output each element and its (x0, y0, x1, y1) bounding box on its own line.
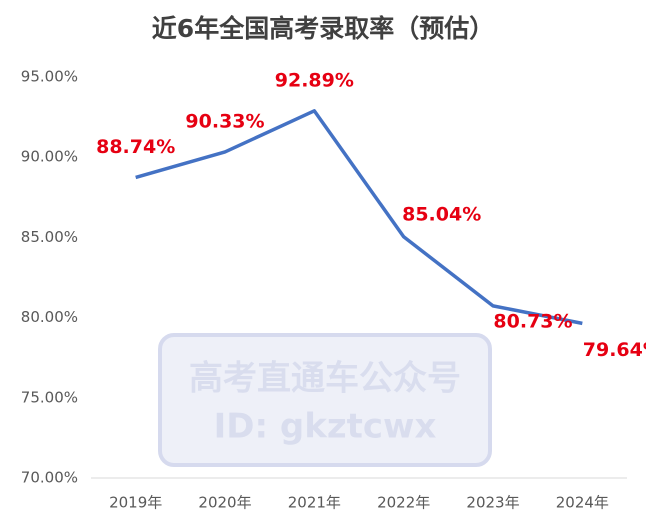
y-tick-label: 95.00% (21, 68, 78, 86)
chart-title: 近6年全国高考录取率（预估） (152, 14, 494, 43)
x-tick-label: 2024年 (556, 494, 609, 512)
y-tick-label: 85.00% (21, 228, 78, 246)
y-tick-label: 75.00% (21, 388, 78, 406)
x-tick-label: 2020年 (198, 494, 251, 512)
x-tick-label: 2019年 (109, 494, 162, 512)
y-tick-label: 90.00% (21, 148, 78, 166)
data-label: 90.33% (185, 110, 264, 132)
watermark-text: 高考直通车公众号 (189, 359, 461, 399)
x-tick-label: 2021年 (288, 494, 341, 512)
y-tick-label: 80.00% (21, 308, 78, 326)
x-tick-label: 2023年 (466, 494, 519, 512)
y-tick-label: 70.00% (21, 469, 78, 487)
data-label: 79.64% (583, 339, 646, 361)
data-label: 88.74% (96, 136, 175, 158)
data-label: 80.73% (493, 310, 572, 332)
data-label: 85.04% (402, 203, 481, 225)
watermark-id: ID: gkztcwx (214, 407, 437, 447)
x-tick-label: 2022年 (377, 494, 430, 512)
line (135, 109, 583, 326)
watermark-box (158, 333, 492, 467)
data-label: 92.89% (275, 69, 354, 91)
